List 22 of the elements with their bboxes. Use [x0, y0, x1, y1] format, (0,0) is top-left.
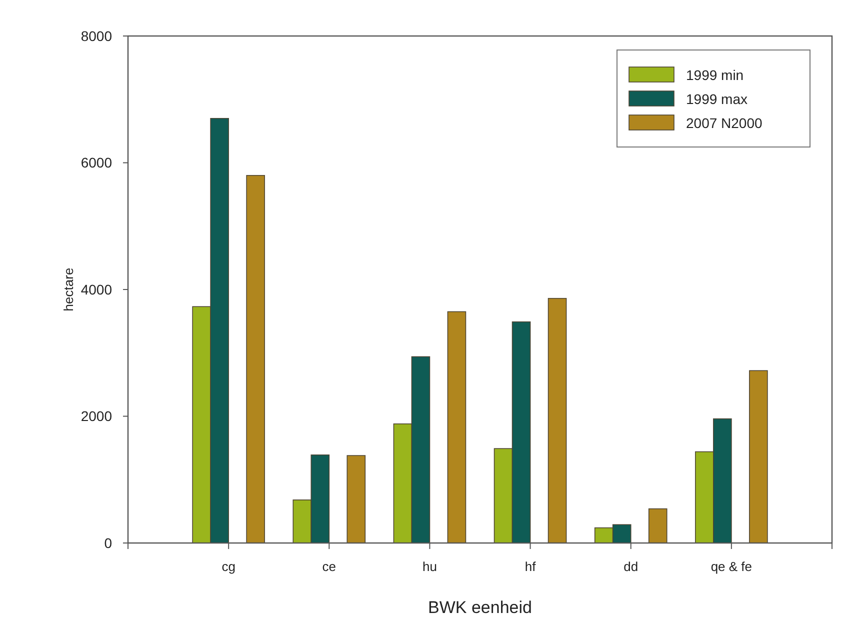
y-tick-label: 8000 — [80, 28, 112, 44]
x-tick-label: ce — [322, 559, 336, 574]
legend-label: 1999 max — [686, 90, 748, 107]
x-tick-label: hf — [524, 559, 536, 574]
y-axis-title: hectare — [61, 268, 76, 312]
x-tick-label: cg — [222, 559, 236, 574]
legend-label: 1999 min — [686, 66, 744, 83]
bar — [548, 298, 567, 544]
bar — [447, 311, 466, 544]
bar — [246, 175, 265, 544]
legend-label: 2007 N2000 — [686, 114, 763, 131]
y-tick-label: 6000 — [80, 154, 112, 171]
bar — [648, 508, 668, 544]
x-tick-label: dd — [624, 559, 638, 574]
x-axis-title: BWK eenheid — [428, 598, 532, 617]
x-tick-label: qe & fe — [710, 559, 752, 574]
x-tick-label: hu — [422, 559, 437, 574]
y-tick-label: 4000 — [80, 281, 112, 298]
bar — [346, 455, 366, 544]
y-tick-label: 2000 — [80, 408, 112, 424]
bar — [749, 370, 768, 544]
y-tick-label: 0 — [104, 534, 112, 551]
